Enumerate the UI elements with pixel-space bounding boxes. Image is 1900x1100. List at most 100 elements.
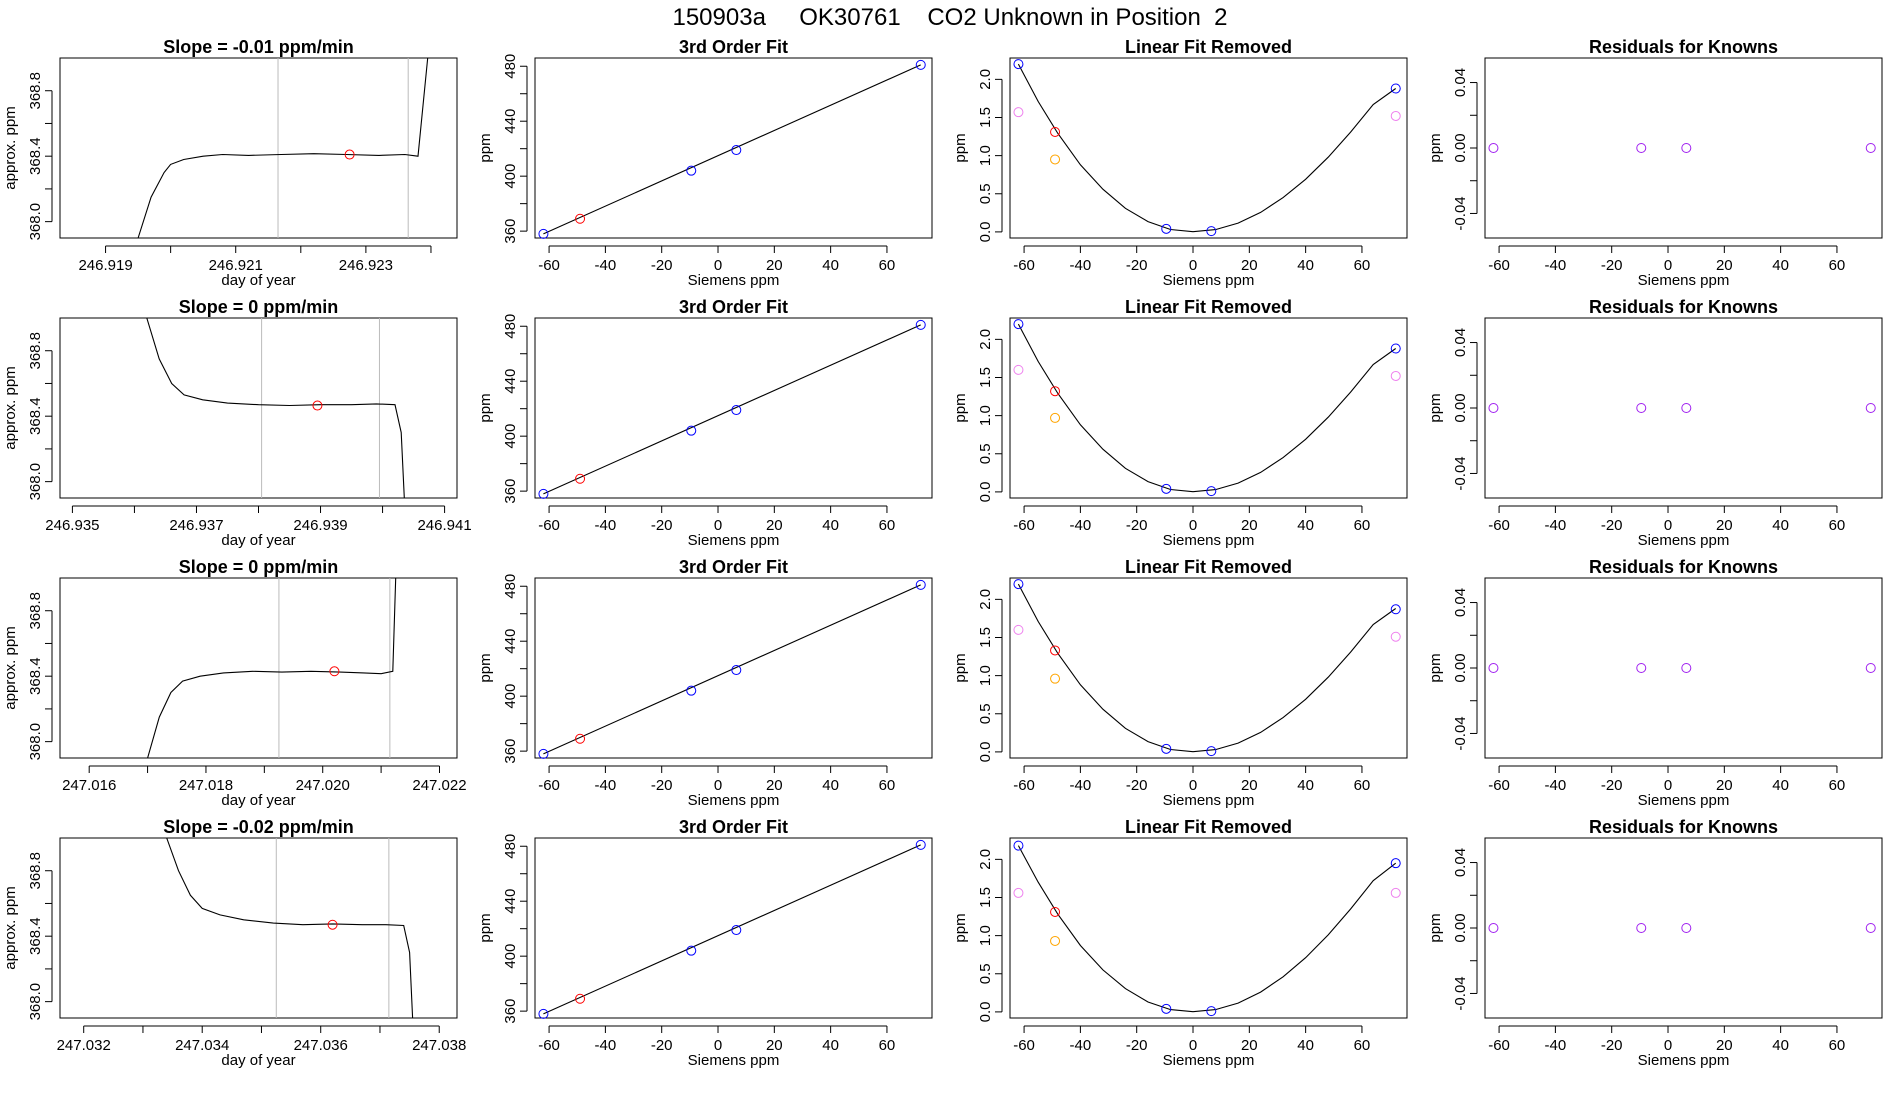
y-tick-label: 0.0 (977, 1001, 994, 1022)
y-tick-label: 1.0 (977, 925, 994, 946)
y-tick-label: 0.04 (1452, 588, 1469, 617)
y-tick-label: 368.8 (27, 852, 44, 890)
x-tick-label: 40 (1297, 257, 1314, 274)
x-tick-label: -40 (1545, 1037, 1567, 1054)
residual-curve (1017, 583, 1397, 753)
x-tick-label: 247.032 (57, 1037, 111, 1054)
data-point-purple (1636, 143, 1647, 153)
data-point-blue (731, 405, 742, 416)
data-point-blue (1206, 1006, 1217, 1017)
x-tick-label: -20 (1601, 257, 1623, 274)
data-point-blue (1161, 223, 1172, 234)
data-point-blue (915, 59, 926, 70)
panel-title: Residuals for Knowns (1589, 297, 1778, 317)
x-tick-label: 60 (1829, 517, 1846, 534)
y-tick-label: 360 (502, 739, 519, 764)
y-tick-label: 0.5 (977, 443, 994, 464)
x-tick-label: 40 (1297, 1037, 1314, 1054)
panel-title: Residuals for Knowns (1589, 817, 1778, 837)
x-tick-label: -60 (1013, 257, 1035, 274)
data-point-orange (1050, 935, 1061, 946)
x-tick-label: -20 (651, 777, 673, 794)
x-tick-label: 20 (766, 517, 783, 534)
panel-r4-c2: 3rd Order Fit -60 -40 -20 0 20 40 60 Siemens ppm… (477, 817, 933, 1069)
y-tick-label: 0.00 (1452, 653, 1469, 682)
panel-r2-c2: 3rd Order Fit -60 -40 -20 0 20 40 60 Siemens ppm… (477, 297, 933, 549)
panel-title: Residuals for Knowns (1589, 557, 1778, 577)
x-tick-label: 247.034 (175, 1037, 229, 1054)
x-tick-label: -40 (595, 517, 617, 534)
y-axis-label: ppm (1427, 133, 1444, 162)
plot-area (137, 58, 429, 238)
x-axis-label: Siemens ppm (688, 272, 780, 289)
panel-title: Linear Fit Removed (1125, 557, 1292, 577)
data-point-blue (915, 579, 926, 590)
x-tick-label: 20 (1241, 777, 1258, 794)
x-tick-label: 40 (1772, 1037, 1789, 1054)
plot-frame (534, 317, 933, 499)
y-tick-label: 1.5 (977, 367, 994, 388)
data-point-red (1050, 906, 1061, 917)
x-tick-label: 247.020 (296, 777, 350, 794)
y-tick-label: 368.0 (27, 723, 44, 761)
y-tick-label: 360 (502, 999, 519, 1024)
plot-frame (59, 577, 458, 759)
data-point-blue (1161, 1003, 1172, 1014)
y-tick-label: 368.0 (27, 983, 44, 1021)
x-tick-label: 40 (822, 777, 839, 794)
data-point-purple (1865, 143, 1876, 153)
x-tick-label: 0 (1664, 257, 1672, 274)
x-tick-label: 247.016 (62, 777, 116, 794)
y-tick-label: 368.8 (27, 332, 44, 370)
x-tick-label: 247.022 (412, 777, 466, 794)
x-axis-label: Siemens ppm (688, 532, 780, 549)
y-tick-label: 400 (502, 164, 519, 189)
x-tick-label: -60 (538, 517, 560, 534)
plot-frame (1484, 837, 1883, 1019)
y-tick-label: 368.0 (27, 463, 44, 501)
plot-area (1017, 63, 1397, 233)
data-point-blue (1206, 226, 1217, 237)
data-point-purple (1488, 143, 1499, 153)
panel-r2-c1: Slope = 0 ppm/min 246.935 246.937 246.939 24… (2, 297, 472, 549)
x-axis-label: Siemens ppm (1163, 792, 1255, 809)
x-tick-label: 60 (879, 1037, 896, 1054)
plot-frame (1009, 317, 1408, 499)
data-point-blue (1013, 59, 1024, 70)
panel-r3-c3: Linear Fit Removed -60 -40 -20 0 20 40 60 Siemen… (952, 557, 1408, 809)
y-tick-label: 1.0 (977, 405, 994, 426)
data-point-violet (1390, 631, 1401, 642)
data-point-blue (686, 945, 697, 956)
x-tick-label: -60 (1488, 517, 1510, 534)
y-axis-label: ppm (952, 133, 969, 162)
data-point-blue (538, 488, 549, 499)
data-point-blue (915, 839, 926, 850)
mean-marker (344, 149, 355, 160)
data-point-blue (1390, 83, 1401, 94)
x-tick-label: -40 (1545, 777, 1567, 794)
concentration-trace (166, 838, 414, 1018)
x-tick-label: 246.921 (209, 257, 263, 274)
x-tick-label: -40 (595, 257, 617, 274)
x-tick-label: 0 (1664, 777, 1672, 794)
x-tick-label: 0 (1189, 517, 1197, 534)
x-tick-label: 0 (1664, 1037, 1672, 1054)
residual-curve (1017, 845, 1397, 1013)
panel-r4-c4: Residuals for Knowns -60 -40 -20 0 20 40 60 Siem… (1427, 817, 1883, 1069)
x-tick-label: -40 (595, 1037, 617, 1054)
data-point-blue (538, 228, 549, 239)
data-point-blue (538, 748, 549, 759)
x-tick-label: 246.939 (293, 517, 347, 534)
x-tick-label: -60 (1013, 1037, 1035, 1054)
x-tick-label: 40 (822, 257, 839, 274)
data-point-violet (1013, 364, 1024, 375)
x-tick-label: 20 (1716, 517, 1733, 534)
y-tick-label: 0.04 (1452, 328, 1469, 357)
data-point-orange (1050, 412, 1061, 423)
y-tick-label: 2.0 (977, 849, 994, 870)
x-tick-label: 60 (879, 517, 896, 534)
plot-frame (1484, 317, 1883, 499)
x-tick-label: -20 (1126, 517, 1148, 534)
panel-title: 3rd Order Fit (679, 557, 788, 577)
x-tick-label: 20 (1716, 1037, 1733, 1054)
